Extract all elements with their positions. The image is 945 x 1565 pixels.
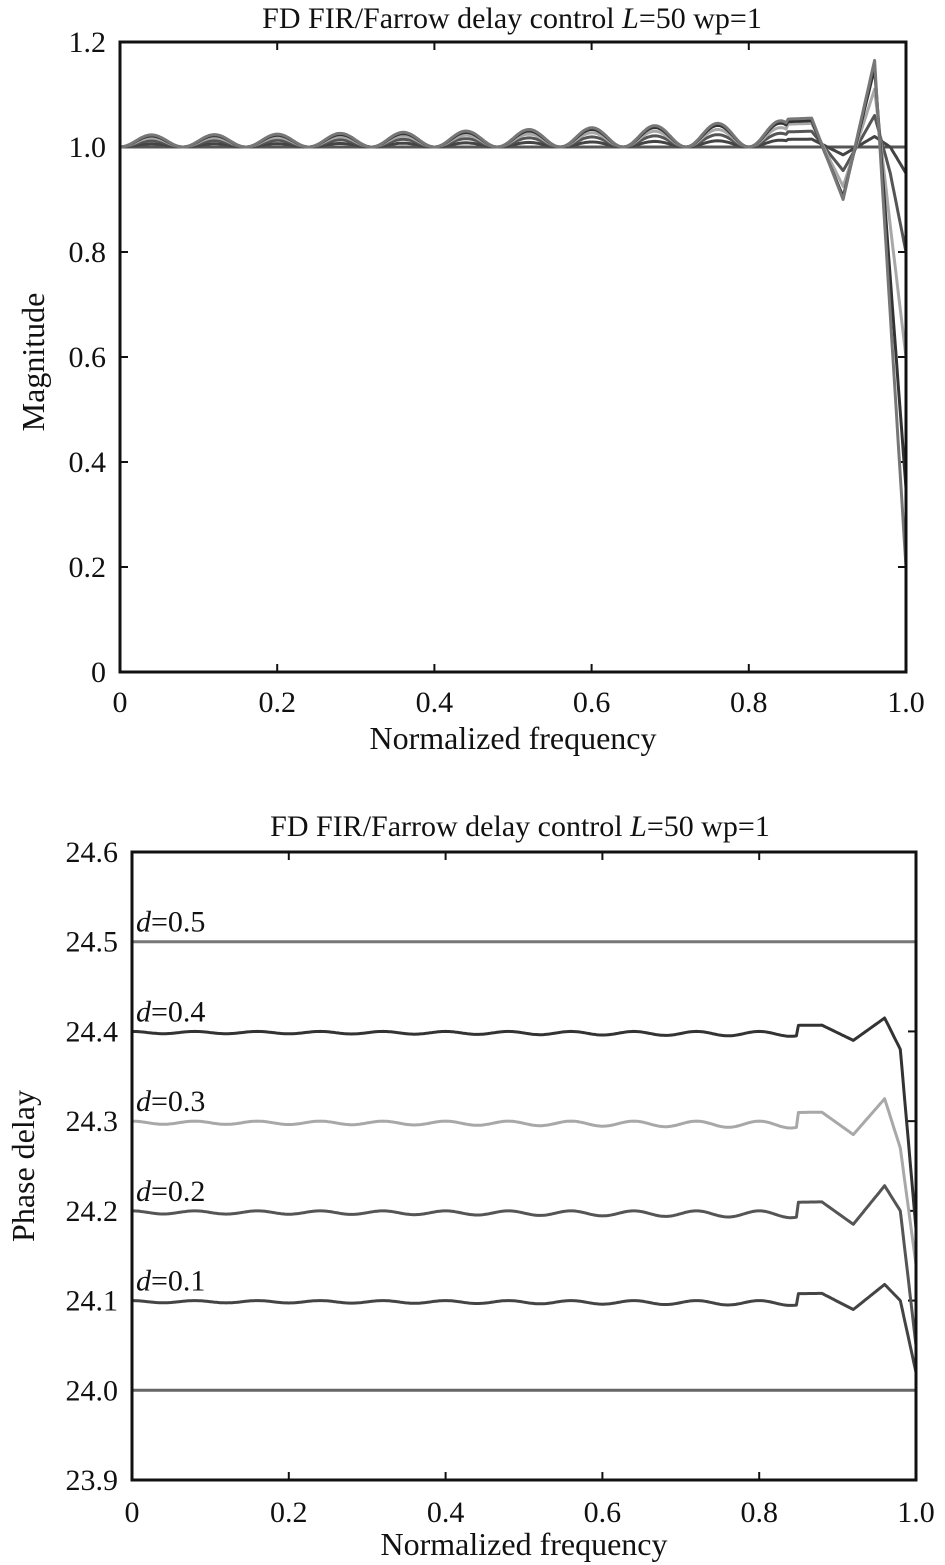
curve-label: d=0.2 bbox=[136, 1175, 205, 1208]
magnitude-chart-title: FD FIR/Farrow delay control L=50 wp=1 bbox=[262, 2, 762, 35]
phase-delay-plot-frame bbox=[130, 850, 918, 1482]
series-line-d-0-1 bbox=[132, 1282, 918, 1373]
magnitude-series-group bbox=[119, 58, 908, 568]
phase-delay-y-ticks: 23.9 24.0 24.1 24.2 24.3 24.4 24.5 24.6 bbox=[66, 836, 916, 1497]
y-tick-label: 24.1 bbox=[66, 1285, 119, 1318]
y-tick-label: 24.0 bbox=[66, 1374, 119, 1407]
x-tick-label: 1.0 bbox=[897, 1496, 935, 1529]
x-tick-label: 0.8 bbox=[740, 1496, 778, 1529]
y-tick-label: 24.5 bbox=[66, 926, 119, 959]
curve-label: d=0.5 bbox=[136, 906, 205, 939]
phase-delay-y-axis-label: Phase delay bbox=[5, 1090, 41, 1242]
magnitude-y-ticks: 0 0.2 0.4 0.6 0.8 1.0 1.2 bbox=[69, 26, 906, 689]
x-tick-label: 0.2 bbox=[270, 1496, 308, 1529]
phase-delay-series-group bbox=[131, 940, 918, 1392]
magnitude-plot-frame bbox=[118, 40, 908, 674]
y-tick-label: 0 bbox=[91, 656, 106, 689]
y-tick-label: 0.6 bbox=[69, 341, 107, 374]
series-line-d-0-2 bbox=[132, 1184, 918, 1346]
phase-delay-curve-labels: d=0.1 d=0.2 d=0.3 d=0.4 d=0.5 bbox=[136, 906, 205, 1298]
x-tick-label: 0 bbox=[125, 1496, 140, 1529]
y-tick-label: 24.6 bbox=[66, 836, 119, 869]
x-tick-label: 0.6 bbox=[584, 1496, 622, 1529]
curve-label: d=0.4 bbox=[136, 995, 205, 1028]
x-tick-label: 0.6 bbox=[573, 686, 611, 719]
y-tick-label: 23.9 bbox=[66, 1464, 119, 1497]
x-tick-label: 0.2 bbox=[258, 686, 296, 719]
y-tick-label: 0.4 bbox=[69, 446, 107, 479]
phase-delay-x-axis-label: Normalized frequency bbox=[381, 1526, 668, 1562]
curve-label: d=0.1 bbox=[136, 1265, 205, 1298]
magnitude-y-axis-label: Magnitude bbox=[15, 293, 51, 432]
series-line-d-0-3 bbox=[131, 1097, 918, 1265]
y-tick-label: 0.2 bbox=[69, 551, 107, 584]
y-tick-label: 1.2 bbox=[69, 26, 107, 59]
x-tick-label: 1.0 bbox=[887, 686, 925, 719]
y-tick-label: 24.4 bbox=[66, 1015, 119, 1048]
y-tick-label: 24.2 bbox=[66, 1195, 119, 1228]
series-line-d-0-2 bbox=[119, 114, 908, 253]
curve-label: d=0.3 bbox=[136, 1085, 205, 1118]
x-tick-label: 0.4 bbox=[427, 1496, 465, 1529]
series-line-d-0-4 bbox=[131, 1016, 918, 1229]
x-tick-label: 0.8 bbox=[730, 686, 768, 719]
magnitude-x-axis-label: Normalized frequency bbox=[370, 720, 657, 756]
y-tick-label: 0.8 bbox=[69, 236, 107, 269]
x-tick-label: 0 bbox=[113, 686, 128, 719]
series-line-d-0-3 bbox=[119, 87, 908, 358]
magnitude-chart: FD FIR/Farrow delay control L=50 wp=1 00… bbox=[15, 2, 925, 756]
series-line-d-0-5 bbox=[119, 58, 908, 568]
phase-delay-x-ticks: 0 0.2 0.4 0.6 0.8 1.0 bbox=[125, 852, 935, 1529]
phase-delay-chart-title: FD FIR/Farrow delay control L=50 wp=1 bbox=[270, 810, 770, 843]
y-tick-label: 1.0 bbox=[69, 131, 107, 164]
y-tick-label: 24.3 bbox=[66, 1105, 119, 1138]
phase-delay-chart: FD FIR/Farrow delay control L=50 wp=1 23… bbox=[5, 810, 935, 1562]
x-tick-label: 0.4 bbox=[416, 686, 454, 719]
